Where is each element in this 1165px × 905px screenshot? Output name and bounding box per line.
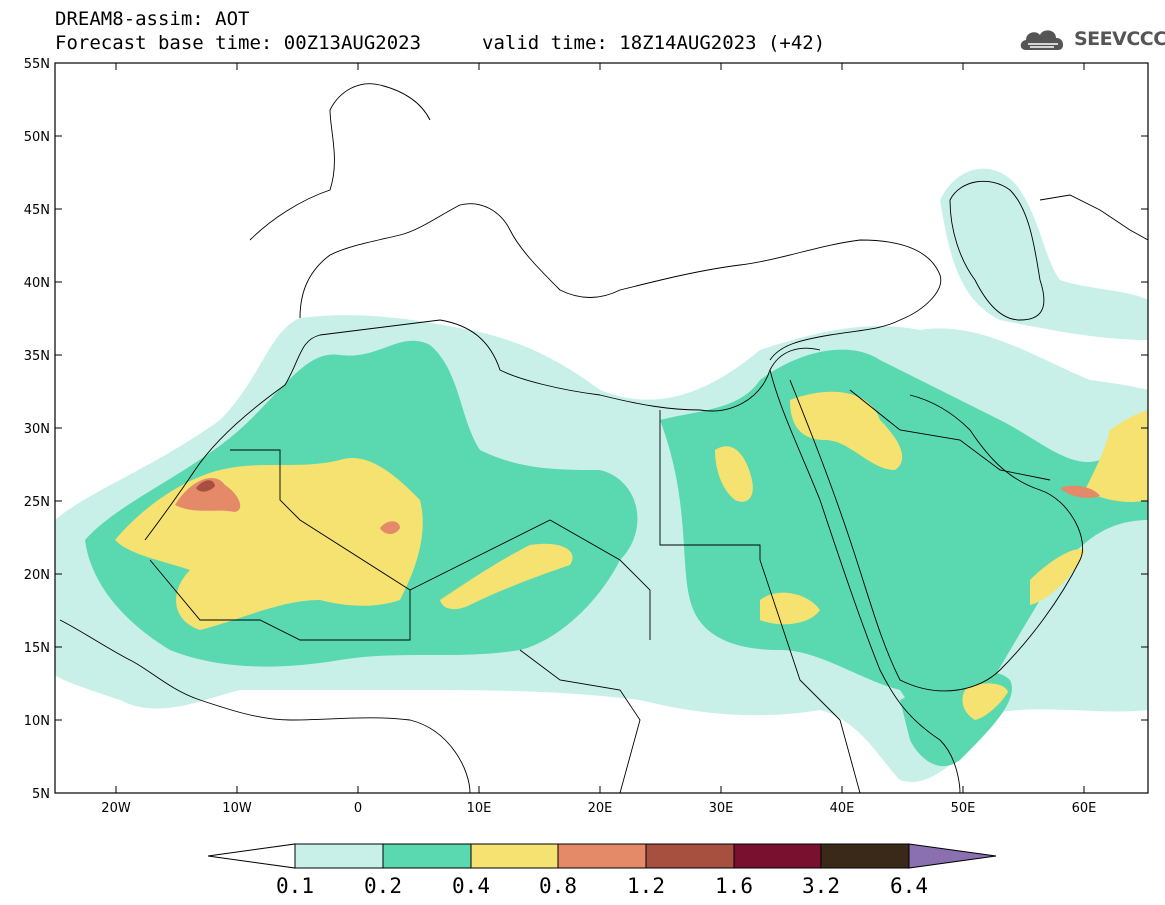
aot-contour-0-4-arabia bbox=[790, 391, 903, 470]
colorbar-label: 0.1 bbox=[276, 874, 314, 898]
sudan-border bbox=[759, 559, 861, 793]
lon-label: 40E bbox=[830, 801, 855, 816]
colorbar-label: 3.2 bbox=[802, 874, 840, 898]
forecast-base-time: Forecast base time: 00Z13AUG2023 bbox=[55, 32, 422, 54]
colorbar-bin bbox=[470, 843, 559, 869]
aot-contour-0-8-wsahara bbox=[175, 477, 241, 512]
arabia-north-border bbox=[849, 389, 1051, 481]
lon-label: 20W bbox=[101, 801, 131, 816]
colorbar-label: 0.2 bbox=[364, 874, 402, 898]
logo-text: SEEVCCC bbox=[1074, 28, 1165, 50]
aot-contour-0-2-east bbox=[660, 349, 1148, 746]
lon-label: 30E bbox=[709, 801, 734, 816]
lon-label: 50E bbox=[951, 801, 976, 816]
caspian-sea bbox=[949, 180, 1045, 321]
colorbar-label: 1.2 bbox=[627, 874, 665, 898]
lat-label: 40N bbox=[24, 276, 50, 291]
aot-contour-0-8-mali bbox=[380, 521, 400, 534]
seevccc-logo: SEEVCCC bbox=[1018, 26, 1165, 52]
aot-contour-0-1-caspian bbox=[940, 168, 1148, 340]
gulf-of-guinea-coast bbox=[59, 619, 471, 793]
colorbar-label: 0.4 bbox=[452, 874, 490, 898]
mediterranean-north-coast bbox=[299, 203, 942, 361]
aot-contour-0-4-oman bbox=[1030, 549, 1085, 605]
lon-label: 0 bbox=[354, 801, 362, 816]
colorbar bbox=[207, 843, 997, 869]
lat-label: 15N bbox=[24, 641, 50, 656]
lon-label: 10E bbox=[467, 801, 492, 816]
lat-label: 45N bbox=[24, 203, 50, 218]
aot-contour-0-4-somalia bbox=[962, 683, 1008, 720]
aot-contour-0-4-egypt bbox=[715, 446, 753, 502]
cloud-icon bbox=[1020, 30, 1064, 50]
lat-label: 35N bbox=[24, 349, 50, 364]
iberia-france-coast bbox=[249, 83, 431, 241]
longitude-labels: 20W 10W 0 10E 20E 30E 40E 50E 60E bbox=[101, 801, 1096, 816]
valid-time: valid time: 18Z14AUG2023 (+42) bbox=[482, 32, 826, 54]
colorbar-label: 6.4 bbox=[890, 874, 928, 898]
colorbar-bin bbox=[820, 843, 910, 869]
lat-label: 25N bbox=[24, 495, 50, 510]
coastlines bbox=[59, 83, 1148, 793]
colorbar-bin bbox=[733, 843, 822, 869]
aot-contour-0-4-niger bbox=[440, 543, 573, 610]
lat-label: 20N bbox=[24, 568, 50, 583]
colorbar-label: 1.6 bbox=[715, 874, 753, 898]
lat-label: 30N bbox=[24, 422, 50, 437]
lon-label: 10W bbox=[222, 801, 252, 816]
arabian-peninsula-coast bbox=[789, 379, 1084, 692]
aot-field bbox=[55, 168, 1148, 782]
colorbar-labels: 0.1 0.2 0.4 0.8 1.2 1.6 3.2 6.4 bbox=[276, 874, 928, 898]
colorbar-label: 0.8 bbox=[539, 874, 577, 898]
lon-label: 60E bbox=[1072, 801, 1097, 816]
aot-contour-0-8-iran bbox=[1060, 485, 1100, 498]
colorbar-high-arrow bbox=[908, 843, 997, 869]
red-sea-west-coast bbox=[769, 369, 961, 793]
lat-label: 55N bbox=[24, 57, 50, 72]
aot-contour-1-2-wsahara bbox=[196, 480, 215, 492]
north-africa-coast bbox=[144, 319, 821, 541]
lat-label: 10N bbox=[24, 714, 50, 729]
lat-label: 5N bbox=[32, 787, 50, 802]
aot-contour-0-4-sudan bbox=[760, 592, 820, 625]
lat-label: 50N bbox=[24, 130, 50, 145]
colorbar-bin bbox=[645, 843, 735, 869]
map-frame bbox=[54, 62, 1149, 794]
central-africa-border bbox=[519, 649, 641, 793]
egypt-libya-border bbox=[659, 410, 761, 560]
central-asia-border bbox=[1039, 194, 1148, 241]
colorbar-bin bbox=[557, 843, 647, 869]
aot-contour-0-4-iran bbox=[1085, 410, 1148, 502]
sahel-borders bbox=[409, 519, 651, 640]
colorbar-bin bbox=[294, 843, 384, 869]
latitude-labels: 55N 50N 45N 40N 35N 30N 25N 20N 15N 10N … bbox=[24, 57, 50, 802]
west-africa-borders bbox=[149, 449, 411, 641]
map-title: DREAM8-assim: AOT bbox=[55, 8, 250, 30]
axis-ticks bbox=[55, 62, 1148, 793]
colorbar-low-arrow bbox=[207, 843, 296, 869]
lon-label: 20E bbox=[588, 801, 613, 816]
colorbar-bin bbox=[382, 843, 472, 869]
